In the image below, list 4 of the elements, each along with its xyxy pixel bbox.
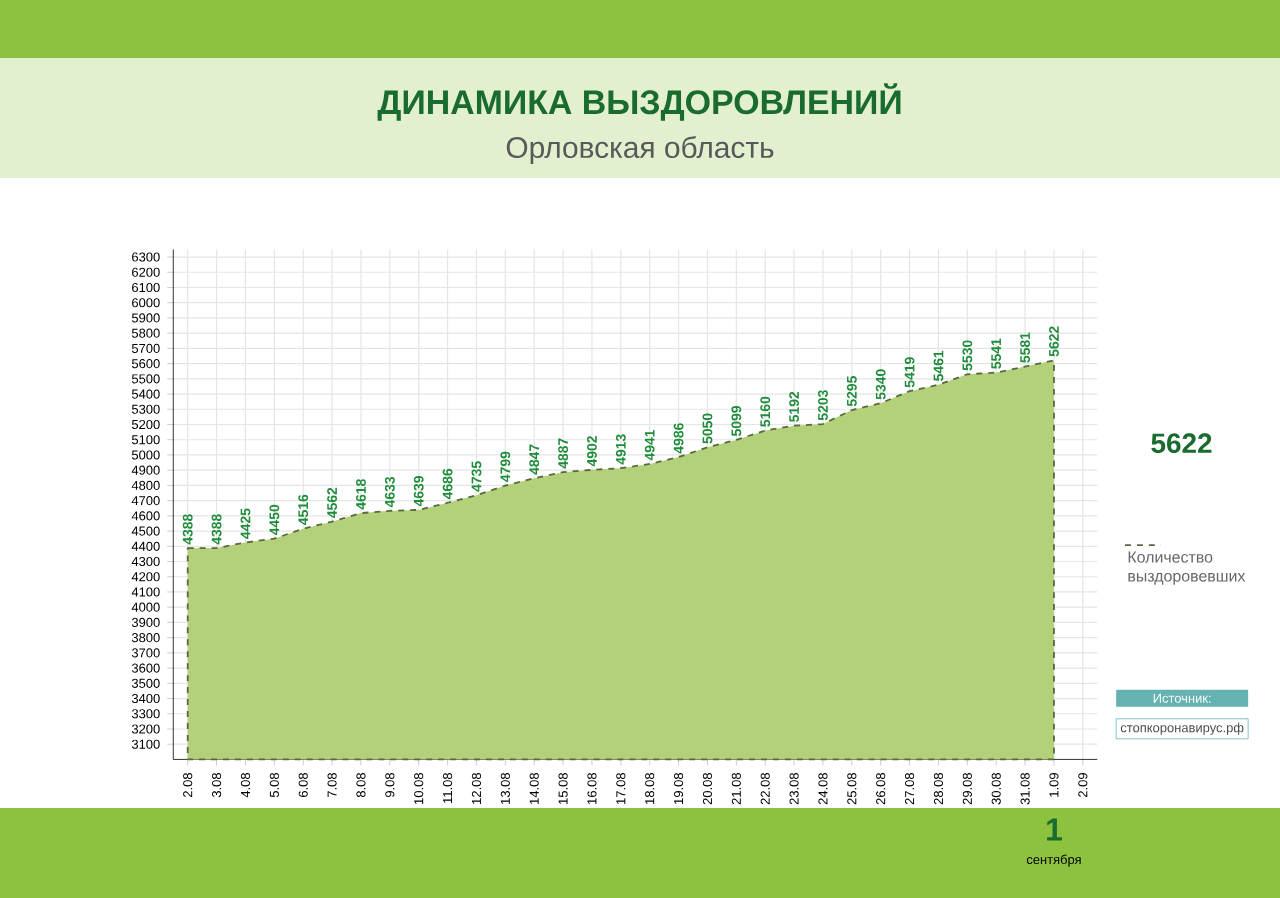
text: 5622 — [1151, 433, 1212, 454]
chart-title: ДИНАМИКА ВЫЗДОРОВЛЕНИЙ — [377, 83, 901, 121]
chart-subtitle: Орловская область — [506, 135, 774, 165]
text: 1 — [1047, 818, 1062, 841]
